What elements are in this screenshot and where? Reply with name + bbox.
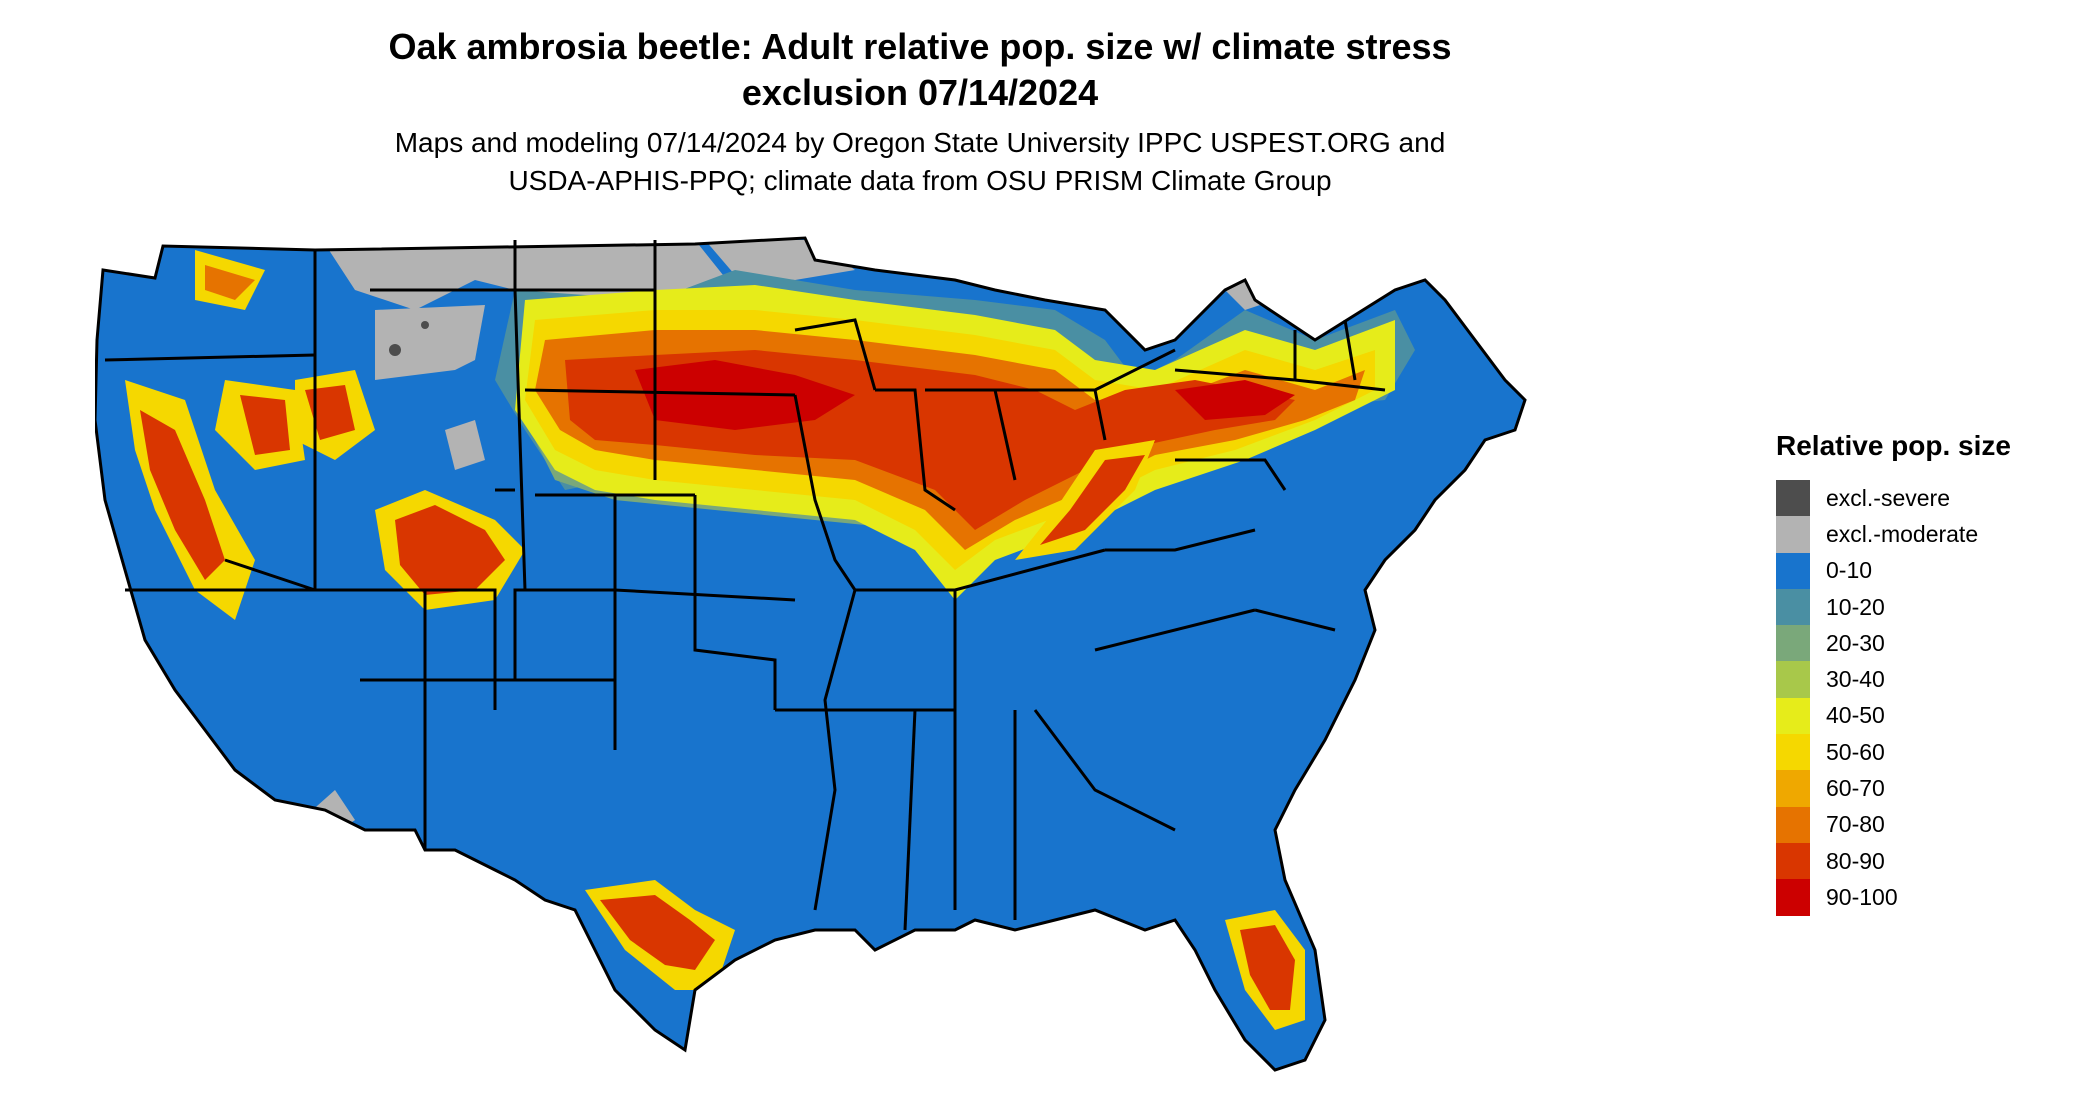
gulf-coast-band	[585, 880, 1305, 1030]
legend-item-excl-severe: excl.-severe	[1776, 480, 2076, 517]
legend: Relative pop. size excl.-severe excl.-mo…	[1776, 430, 2076, 916]
legend-item-0-10: 0-10	[1776, 552, 2076, 589]
legend-swatch	[1776, 480, 1810, 517]
legend-item-10-20: 10-20	[1776, 588, 2076, 626]
legend-swatch	[1776, 734, 1810, 771]
legend-label: 50-60	[1826, 738, 1885, 765]
legend-items: excl.-severe excl.-moderate 0-10 10-20 2…	[1776, 480, 2076, 916]
map-title: Oak ambrosia beetle: Adult relative pop.…	[0, 24, 1840, 116]
excl-severe-region	[389, 321, 429, 356]
legend-swatch	[1776, 697, 1810, 735]
legend-swatch	[1776, 770, 1810, 807]
legend-label: 90-100	[1826, 883, 1898, 910]
legend-swatch	[1776, 879, 1810, 916]
map-title-line-1: Oak ambrosia beetle: Adult relative pop.…	[388, 26, 1452, 67]
appalachian-band	[1015, 440, 1155, 560]
legend-label: 60-70	[1826, 775, 1885, 802]
legend-swatch	[1776, 625, 1810, 662]
map-subtitle-line-1: Maps and modeling 07/14/2024 by Oregon S…	[394, 127, 1446, 158]
legend-swatch	[1776, 552, 1810, 589]
legend-label: 0-10	[1826, 557, 1873, 584]
legend-item-20-30: 20-30	[1776, 625, 2076, 662]
legend-item-80-90: 80-90	[1776, 842, 2076, 880]
legend-swatch	[1776, 842, 1810, 880]
legend-label: 40-50	[1826, 702, 1885, 729]
legend-label: 30-40	[1826, 666, 1885, 693]
map-subtitle-line-2: USDA-APHIS-PPQ; climate data from OSU PR…	[508, 165, 1332, 196]
legend-item-90-100: 90-100	[1776, 879, 2076, 916]
legend-label: 10-20	[1826, 593, 1885, 620]
map-subtitle: Maps and modeling 07/14/2024 by Oregon S…	[0, 124, 1840, 200]
legend-item-40-50: 40-50	[1776, 697, 2076, 735]
legend-item-70-80: 70-80	[1776, 806, 2076, 843]
legend-label: 20-30	[1826, 629, 1885, 656]
legend-item-60-70: 60-70	[1776, 770, 2076, 807]
legend-swatch	[1776, 806, 1810, 843]
legend-item-excl-moderate: excl.-moderate	[1776, 516, 2076, 553]
excl-moderate-region	[290, 240, 1275, 840]
legend-item-30-40: 30-40	[1776, 661, 2076, 698]
legend-label: excl.-severe	[1826, 484, 1950, 511]
legend-swatch	[1776, 588, 1810, 626]
legend-swatch	[1776, 516, 1810, 553]
state-boundaries	[95, 236, 1527, 1072]
map-title-line-2: exclusion 07/14/2024	[741, 72, 1099, 113]
legend-label: 70-80	[1826, 811, 1885, 838]
conus-map	[95, 236, 1527, 1072]
legend-swatch	[1776, 661, 1810, 698]
legend-label: excl.-moderate	[1826, 520, 1979, 547]
legend-label: 80-90	[1826, 847, 1885, 874]
legend-title: Relative pop. size	[1776, 430, 2011, 461]
legend-item-50-60: 50-60	[1776, 734, 2076, 771]
